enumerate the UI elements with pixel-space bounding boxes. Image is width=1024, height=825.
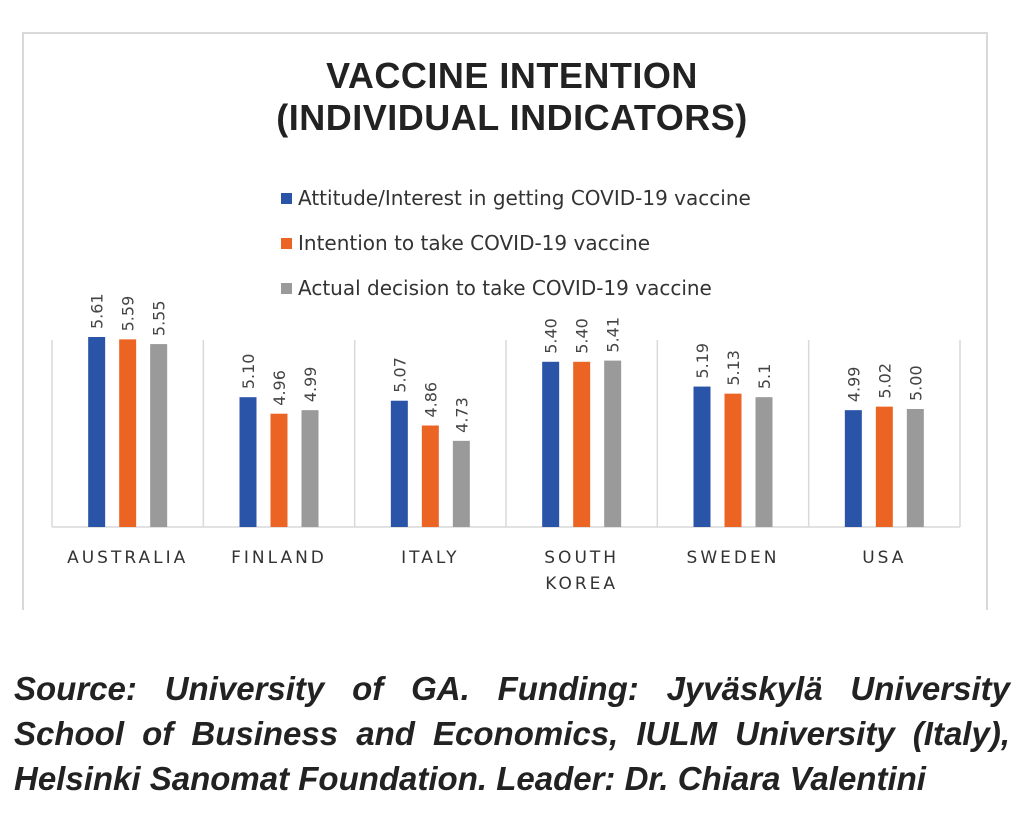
chart-frame (22, 32, 988, 610)
data-label: 4.96 (270, 370, 289, 406)
bar (239, 397, 257, 527)
legend-item-attitude: Attitude/Interest in getting COVID-19 va… (281, 186, 751, 210)
data-label: 5.55 (150, 300, 169, 336)
category-label: SOUTH (544, 548, 619, 568)
bar (755, 397, 773, 527)
category-label: SWEDEN (687, 548, 780, 568)
data-label: 5.40 (542, 318, 561, 354)
bar (301, 410, 319, 527)
bar (693, 386, 711, 527)
data-label: 5.19 (693, 343, 712, 379)
legend-label-intention: Intention to take COVID-19 vaccine (298, 231, 651, 255)
bar (724, 393, 742, 527)
bar (604, 360, 622, 527)
data-label: 4.99 (301, 367, 320, 403)
data-label: 5.00 (906, 365, 925, 401)
data-label: 4.86 (421, 382, 440, 418)
category-label: FINLAND (231, 548, 327, 568)
legend-swatch-gray (281, 282, 292, 294)
data-label: 4.73 (452, 397, 471, 433)
data-label: 5.40 (573, 318, 592, 354)
bar (119, 339, 137, 527)
legend-swatch-orange (281, 237, 292, 249)
bar (390, 400, 408, 527)
legend-item-decision: Actual decision to take COVID-19 vaccine (281, 276, 712, 300)
data-label: 5.41 (604, 317, 623, 353)
legend-item-intention: Intention to take COVID-19 vaccine (281, 231, 650, 255)
data-label: 4.99 (844, 367, 863, 403)
category-label: KOREA (545, 574, 618, 594)
bar (844, 410, 862, 527)
category-label: AUSTRALIA (67, 548, 188, 568)
bar (270, 413, 288, 527)
source-caption: Source: University of GA. Funding: Jyväs… (14, 670, 1010, 797)
category-label: USA (862, 548, 906, 568)
bar (573, 361, 591, 527)
data-label: 5.13 (724, 350, 743, 386)
bar (150, 344, 168, 527)
data-label: 5.02 (875, 363, 894, 399)
category-label: ITALY (401, 548, 459, 568)
legend-label-decision: Actual decision to take COVID-19 vaccine (298, 276, 712, 300)
data-label: 5.59 (119, 296, 138, 332)
bar (906, 408, 924, 527)
legend-label-attitude: Attitude/Interest in getting COVID-19 va… (298, 186, 751, 210)
bar-chart: 5.61 5.59 5.55 AUSTRALIA 5.10 4.96 4.99 FINLAND… (51, 293, 961, 594)
legend-swatch-blue (281, 192, 292, 204)
bar (875, 406, 893, 527)
chart-title-line1: VACCINE INTENTION (326, 55, 698, 96)
data-label: 5.1 (755, 364, 774, 389)
bar (452, 440, 470, 527)
bar (421, 425, 439, 527)
data-label: 5.10 (239, 354, 258, 390)
data-label: 5.61 (88, 293, 107, 329)
data-label: 5.07 (390, 357, 409, 393)
bar (88, 337, 106, 527)
chart-title-line2: (INDIVIDUAL INDICATORS) (276, 97, 748, 138)
bar (542, 361, 560, 527)
